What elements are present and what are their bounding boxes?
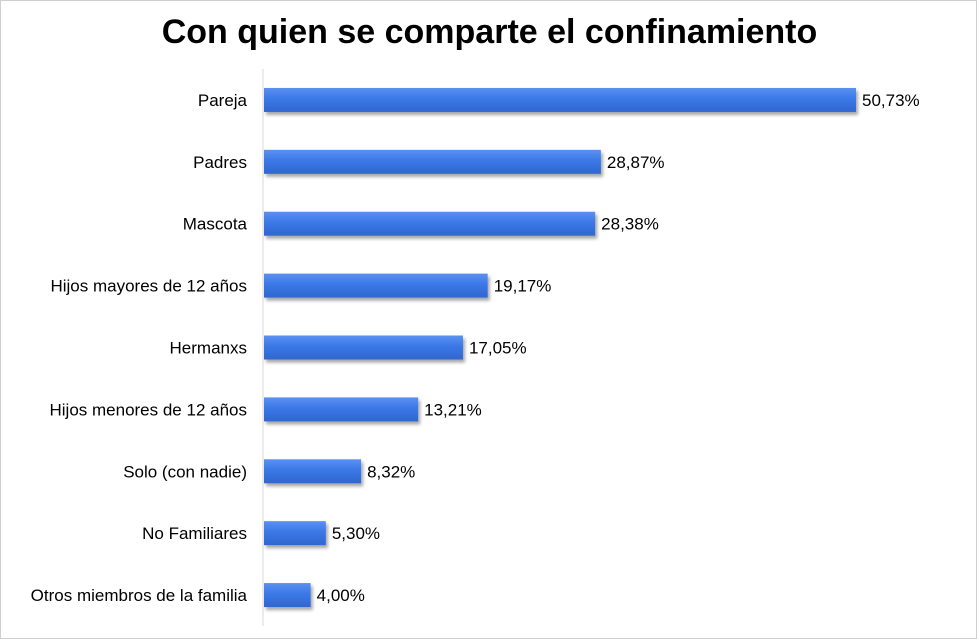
category-label: Hermanxs [170,339,247,358]
category-label: Pareja [198,91,248,110]
bar [264,273,488,298]
chart-title: Con quien se comparte el confinamiento [161,13,818,51]
category-label: Padres [193,153,247,172]
data-label: 5,30% [332,524,380,543]
bar [264,87,856,112]
data-label: 4,00% [317,586,365,605]
data-label: 13,21% [424,400,482,419]
plot-area: Pareja 50,73% Padres 28,87% Mascota 28,38% Hij… [31,69,920,626]
data-label: 17,05% [469,339,527,358]
bar [264,583,311,608]
category-label: Mascota [183,215,248,234]
data-label: 50,73% [862,91,920,110]
category-label: Otros miembros de la familia [31,586,248,605]
category-label: Hijos menores de 12 años [49,400,247,419]
data-label: 8,32% [367,462,415,481]
bar [264,211,596,236]
category-label: Solo (con nadie) [123,462,247,481]
data-label: 28,87% [607,153,665,172]
bar [264,397,419,422]
bar [264,335,463,360]
data-label: 19,17% [494,277,552,296]
category-label: No Familiares [142,524,247,543]
bar [264,149,601,174]
category-label: Hijos mayores de 12 años [50,277,247,296]
data-label: 28,38% [601,215,659,234]
bar [264,521,326,546]
bar [264,459,362,484]
